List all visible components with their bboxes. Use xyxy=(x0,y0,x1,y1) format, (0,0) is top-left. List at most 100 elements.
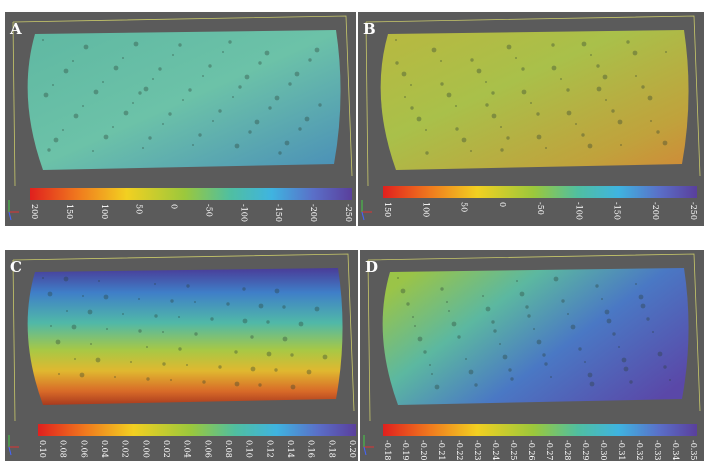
surface-pore xyxy=(521,67,525,71)
surface-pore xyxy=(590,54,592,56)
colorbar-tick-label: 0.08 xyxy=(59,440,68,458)
bounding-box xyxy=(12,15,353,187)
colorbar-tick-label: 50 xyxy=(135,204,144,214)
surface-pore xyxy=(43,92,49,98)
surface-pore xyxy=(284,140,290,146)
surface-pore xyxy=(87,309,93,315)
surface-pore xyxy=(455,105,457,107)
surface-pore xyxy=(250,335,254,339)
surface-pore xyxy=(606,318,612,324)
surface-pore xyxy=(617,119,623,125)
surface-pore xyxy=(397,277,399,279)
surface-pore xyxy=(234,381,240,387)
surface-pore xyxy=(212,120,214,122)
colorbar-tick-label: 100 xyxy=(421,202,430,217)
colorbar-tick-label: -0.19 xyxy=(401,440,410,461)
surface-pore xyxy=(53,137,59,143)
surface-pore xyxy=(491,113,497,119)
surface-pore xyxy=(485,103,489,107)
surface-pore xyxy=(298,127,302,131)
surface-pore xyxy=(55,339,61,345)
surface-pore xyxy=(542,353,546,357)
surface-pore xyxy=(650,120,652,122)
colorbar-tick-label: -0.18 xyxy=(383,440,392,461)
surface-pore xyxy=(566,110,572,116)
surface-pore xyxy=(208,64,212,68)
surface-pore xyxy=(232,96,234,98)
surface-pore xyxy=(58,373,60,375)
surface-pore xyxy=(500,126,502,128)
surface-pore xyxy=(154,314,158,318)
surface-pore xyxy=(288,82,292,86)
surface-pore xyxy=(646,317,650,321)
surface-pore xyxy=(395,39,397,41)
surface-pore xyxy=(103,294,109,300)
surface-pore xyxy=(618,346,620,348)
surface-pore xyxy=(410,84,412,86)
surface-pore xyxy=(491,91,495,95)
surface-pore xyxy=(491,320,495,324)
surface-pore xyxy=(274,95,280,101)
surface-pore xyxy=(122,313,124,315)
colorbar-tick-label: 0.08 xyxy=(224,440,233,458)
colorbar xyxy=(30,188,352,200)
surface-pore xyxy=(429,364,431,366)
surface-pore xyxy=(656,130,660,134)
colorbar-tick-label: 150 xyxy=(383,202,392,217)
surface-pore xyxy=(551,65,557,71)
surface-pore xyxy=(234,143,240,149)
surface-pore xyxy=(596,86,602,92)
colorbar xyxy=(38,424,356,436)
surface-pore xyxy=(400,288,406,294)
surface-pore xyxy=(581,41,587,47)
surface-pore xyxy=(570,324,576,330)
colorbar-tick-label: -0.32 xyxy=(635,440,644,461)
colorbar-tick-label: 150 xyxy=(65,204,74,219)
surface-pore xyxy=(431,373,433,375)
surface-pore xyxy=(423,350,427,354)
surface-pore xyxy=(95,357,101,363)
surface-pore xyxy=(172,54,174,56)
surface-pore xyxy=(525,305,529,309)
surface-pore xyxy=(601,298,603,300)
colorbar-tick-label: 200 xyxy=(30,204,39,219)
surface-pore xyxy=(455,127,459,131)
surface-pore xyxy=(626,40,630,44)
surface-pore xyxy=(476,68,482,74)
surface-pore xyxy=(451,321,457,327)
surface-pore xyxy=(158,67,162,71)
scan-surface xyxy=(27,30,341,170)
colorbar-tick-label: 0.04 xyxy=(100,440,109,458)
panel-label: C xyxy=(10,258,22,276)
colorbar-tick-label: -0.22 xyxy=(455,440,464,461)
surface-pore xyxy=(620,144,622,146)
surface-pore xyxy=(629,380,633,384)
surface-pore xyxy=(234,350,238,354)
surface-pore xyxy=(612,332,616,336)
surface-pore xyxy=(226,302,230,306)
surface-pore xyxy=(258,61,262,65)
surface-pore xyxy=(457,335,461,339)
surface-pore xyxy=(516,280,518,282)
colorbar-tick-label: -150 xyxy=(613,202,622,220)
surface-pore xyxy=(635,283,637,285)
surface-pore xyxy=(258,383,262,387)
surface-pore xyxy=(42,277,44,279)
colorbar-tick-label: -200 xyxy=(651,202,660,220)
surface-pore xyxy=(527,314,531,318)
surface-pore xyxy=(162,123,164,125)
surface-pore xyxy=(192,144,194,146)
surface-pore xyxy=(314,47,320,53)
surface-pore xyxy=(536,112,540,116)
surface-pore xyxy=(508,368,512,372)
surface-pore xyxy=(194,301,196,303)
panel: -0.18 -0.19 -0.20 -0.21 -0.22 -0.23 -0.24 -0.25… xyxy=(360,250,704,461)
colorbar-tick-label: 0.00 xyxy=(141,440,150,458)
surface-pore xyxy=(406,302,410,306)
surface-pore xyxy=(602,74,608,80)
surface-pore xyxy=(123,110,129,116)
panel-label: A xyxy=(9,20,22,38)
surface-pore xyxy=(587,372,593,378)
surface-pore xyxy=(632,50,638,56)
